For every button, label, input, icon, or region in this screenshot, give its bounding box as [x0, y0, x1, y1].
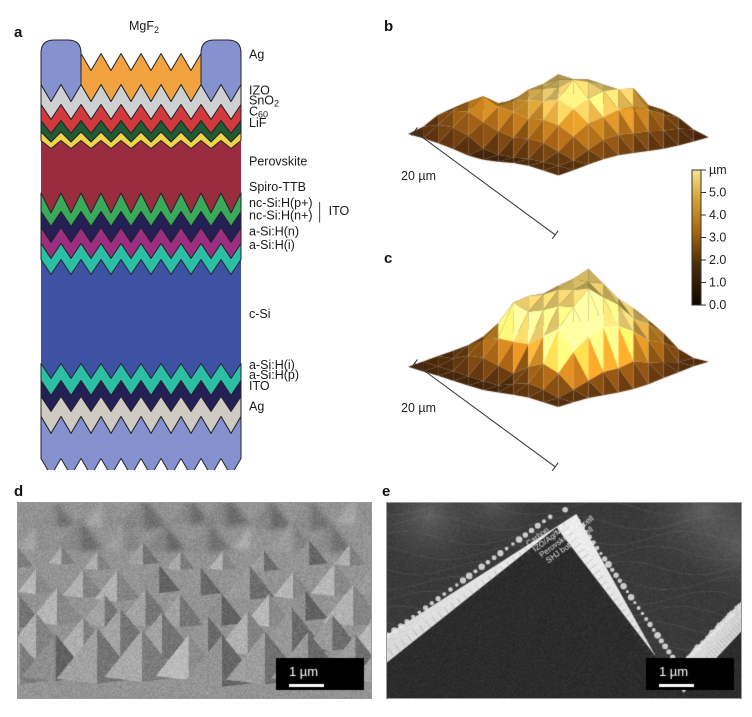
svg-text:3.0: 3.0 — [709, 231, 726, 245]
svg-text:2.0: 2.0 — [709, 253, 726, 267]
svg-text:20 µm: 20 µm — [401, 401, 436, 415]
svg-text:nc-Si:H(n+): nc-Si:H(n+) — [249, 209, 313, 223]
svg-text:Ag: Ag — [249, 48, 264, 62]
svg-text:1.0: 1.0 — [709, 276, 726, 290]
svg-text:Ag: Ag — [249, 400, 264, 414]
svg-text:Perovskite: Perovskite — [249, 155, 307, 169]
svg-text:4.0: 4.0 — [709, 208, 726, 222]
svg-text:MgF2: MgF2 — [129, 19, 159, 35]
svg-text:µm: µm — [709, 163, 727, 177]
svg-text:c-Si: c-Si — [249, 307, 271, 321]
svg-text:Spiro-TTB: Spiro-TTB — [249, 180, 306, 194]
svg-text:ITO: ITO — [249, 379, 270, 393]
svg-text:a-Si:H(n): a-Si:H(n) — [249, 225, 299, 239]
svg-text:5.0: 5.0 — [709, 186, 726, 200]
svg-text:ITO: ITO — [329, 204, 350, 218]
svg-text:LiF: LiF — [249, 116, 267, 130]
svg-text:a-Si:H(i): a-Si:H(i) — [249, 238, 295, 252]
svg-text:0.0: 0.0 — [709, 298, 726, 312]
svg-text:20 µm: 20 µm — [401, 169, 436, 183]
